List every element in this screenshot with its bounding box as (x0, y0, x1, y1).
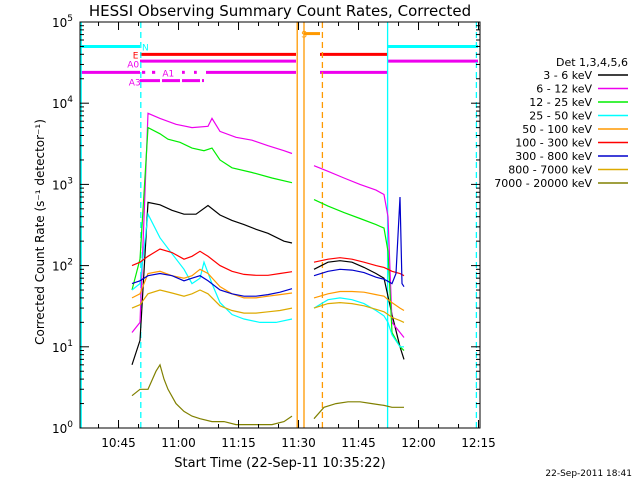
legend-label: 7000 - 20000 keV (494, 177, 592, 190)
legend-title: Det 1,3,4,5,6 (556, 56, 628, 69)
series-line-300-800-kev (131, 196, 405, 297)
y-axis-label: Corrected Count Rate (s⁻¹ detector⁻¹) (33, 119, 47, 345)
flag-label-a0: A0 (127, 60, 139, 70)
series-line-3-6-kev (131, 201, 405, 365)
legend-label: 50 - 100 keV (522, 123, 592, 136)
flag-label-e: E (133, 51, 139, 61)
x-axis: 10:45 11:00 11:15 11:30 11:45 12:00 12:15 (98, 22, 496, 450)
vertical-markers-layer (80, 22, 478, 428)
x-tick-label: 11:00 (161, 436, 196, 450)
y-tick-label: 100 (52, 420, 73, 436)
series-line-800-7000-kev (131, 289, 405, 323)
x-tick-label: 11:15 (221, 436, 256, 450)
x-tick-label: 11:30 (281, 436, 316, 450)
series-layer (131, 112, 405, 426)
legend-label: 25 - 50 keV (529, 110, 592, 123)
x-tick-label: 12:15 (461, 436, 496, 450)
y-tick-label: 103 (52, 176, 73, 192)
legend-label: 6 - 12 keV (536, 83, 592, 96)
series-line-12-25-kev (131, 126, 405, 351)
series-line-7000-20000-kev (131, 363, 404, 426)
y-tick-label: 104 (52, 95, 73, 111)
y-tick-label: 102 (52, 258, 73, 274)
x-tick-label: 12:00 (401, 436, 436, 450)
flag-bars-layer: NSEA0A1A3 (80, 31, 478, 89)
y-axis: 100 101 102 103 104 105 (52, 14, 480, 436)
x-tick-label: 10:45 (101, 436, 136, 450)
flag-label-n: N (142, 43, 149, 53)
plot-frame (79, 21, 481, 429)
series-line-6-12-kev (131, 112, 405, 338)
timestamp: 22-Sep-2011 18:41 (545, 469, 632, 479)
legend-label: 800 - 7000 keV (508, 164, 592, 177)
legend-label: 12 - 25 keV (529, 96, 592, 109)
legend-label: 100 - 300 keV (515, 137, 592, 150)
y-tick-label: 101 (52, 339, 73, 355)
series-line-50-100-kev (131, 268, 405, 312)
y-tick-label: 105 (52, 14, 73, 30)
x-axis-label: Start Time (22-Sep-11 10:35:22) (174, 456, 385, 471)
legend-label: 300 - 800 keV (515, 150, 592, 163)
series-line-100-300-kev (131, 248, 405, 277)
flag-label-a3: A3 (129, 79, 141, 89)
legend-label: 3 - 6 keV (543, 69, 592, 82)
chart-title: HESSI Observing Summary Count Rates, Cor… (89, 2, 471, 20)
flag-label-a1: A1 (162, 69, 174, 79)
x-tick-label: 11:45 (341, 436, 376, 450)
